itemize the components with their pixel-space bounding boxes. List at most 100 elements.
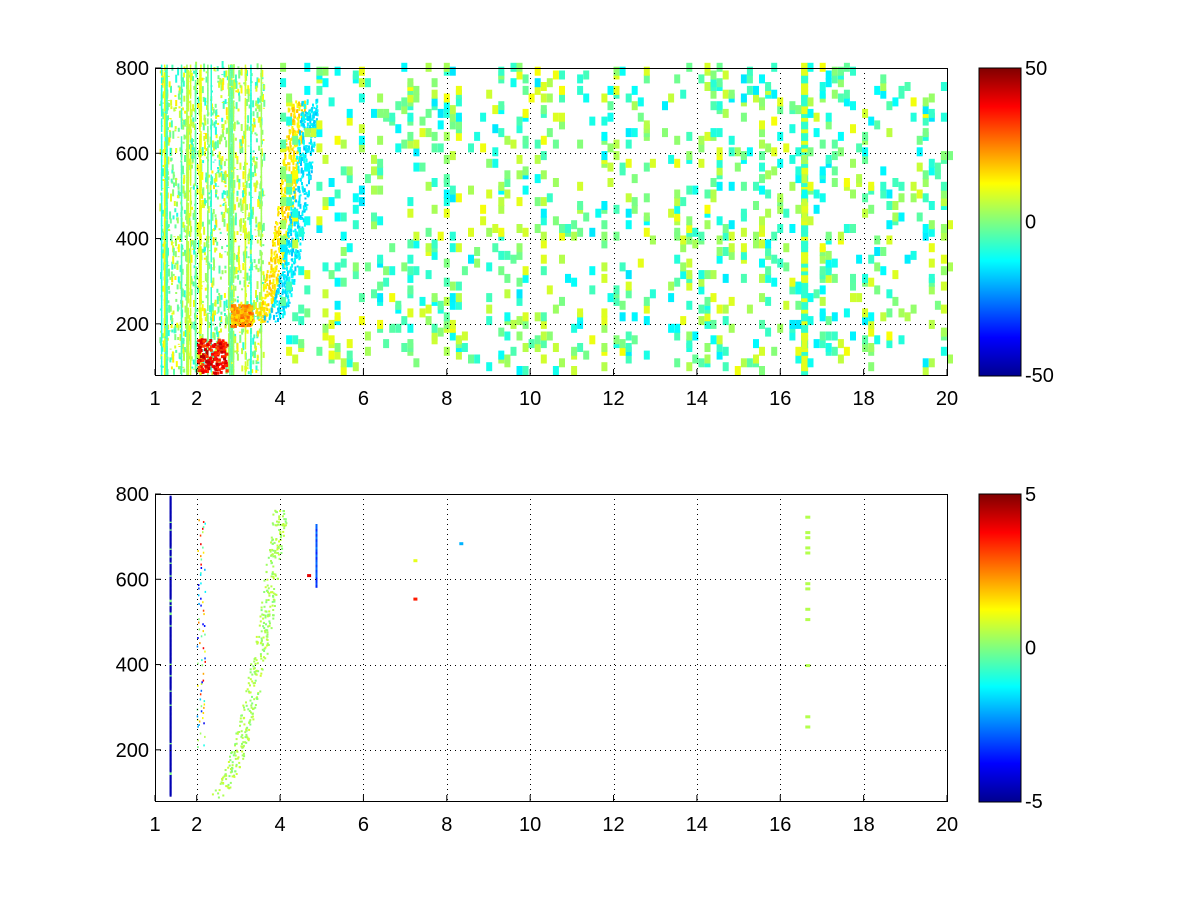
top-heatmap-cell	[212, 209, 215, 214]
top-heatmap-cell	[199, 133, 201, 140]
top-heatmap-cell	[177, 244, 180, 253]
top-heatmap-cell	[200, 79, 202, 86]
top-heatmap-cell	[221, 361, 225, 365]
top-heatmap-cell	[180, 161, 183, 168]
top-heatmap-cell	[175, 292, 178, 294]
top-heatmap-cell	[255, 224, 258, 228]
top-heatmap-cell	[200, 69, 202, 76]
top-heatmap-cell	[289, 243, 292, 248]
top-heatmap-cell	[199, 243, 201, 250]
top-heatmap-cell	[221, 124, 224, 128]
top-heatmap-cell	[407, 323, 414, 333]
top-heatmap-cell	[292, 201, 295, 205]
top-heatmap-cell	[256, 354, 259, 361]
top-heatmap-cell	[346, 339, 353, 349]
top-heatmap-cell	[191, 69, 194, 71]
top-heatmap-cell	[202, 187, 205, 196]
top-heatmap-cell	[371, 185, 377, 195]
top-heatmap-cell	[166, 197, 168, 204]
top-heatmap-cell	[231, 314, 234, 318]
top-heatmap-cell	[278, 238, 281, 244]
top-heatmap-cell	[186, 177, 188, 184]
top-heatmap-cell	[261, 307, 264, 311]
top-heatmap-cell	[161, 79, 164, 88]
top-heatmap-cell	[184, 349, 187, 353]
top-heatmap-cell	[215, 134, 218, 139]
top-heatmap-cell	[187, 207, 189, 214]
top-heatmap-cell	[229, 151, 231, 158]
top-heatmap-cell	[194, 322, 197, 329]
top-heatmap-cell	[250, 292, 252, 299]
top-heatmap-cell	[322, 289, 329, 299]
top-heatmap-cell	[276, 230, 279, 234]
top-heatmap-cell	[280, 258, 283, 263]
top-heatmap-cell	[214, 182, 217, 187]
top-heatmap-cell	[202, 200, 204, 208]
top-heatmap-cell	[241, 348, 244, 355]
top-heatmap-cell	[186, 330, 188, 337]
top-heatmap-cell	[180, 251, 183, 258]
top-heatmap-cell	[286, 291, 289, 295]
top-heatmap-cell	[254, 316, 257, 317]
top-heatmap-cell	[232, 151, 235, 158]
top-heatmap-cell	[228, 236, 230, 242]
top-heatmap-cell	[297, 165, 300, 169]
top-heatmap-cell	[186, 100, 188, 107]
top-heatmap-cell	[193, 183, 196, 187]
top-heatmap-cell	[215, 219, 218, 228]
top-heatmap-cell	[212, 311, 215, 315]
top-heatmap-cell	[244, 333, 247, 340]
top-heatmap-cell	[211, 352, 214, 356]
top-heatmap-cell	[224, 99, 227, 105]
top-heatmap-cell	[164, 228, 167, 235]
top-heatmap-cell	[166, 356, 169, 361]
top-heatmap-cell	[241, 212, 244, 213]
top-heatmap-cell	[173, 264, 176, 269]
top-heatmap-cell	[225, 364, 228, 367]
top-heatmap-cell	[199, 355, 203, 359]
top-heatmap-cell	[245, 180, 248, 188]
top-heatmap-cell	[242, 251, 245, 256]
top-heatmap-cell	[292, 128, 295, 134]
top-heatmap-cell	[229, 333, 231, 340]
top-heatmap-cell	[262, 271, 265, 276]
top-heatmap-cell	[250, 143, 252, 150]
top-heatmap-cell	[245, 232, 248, 239]
top-heatmap-cell	[174, 95, 177, 97]
top-heatmap-cell	[211, 170, 214, 174]
top-heatmap-cell	[231, 230, 233, 237]
top-heatmap-cell	[175, 361, 178, 368]
top-heatmap-cell	[189, 207, 192, 214]
top-heatmap-cell	[231, 212, 233, 219]
top-heatmap-cell	[250, 279, 252, 286]
top-heatmap-cell	[407, 266, 414, 276]
top-heatmap-cell	[253, 334, 256, 339]
top-heatmap-cell	[238, 322, 242, 326]
top-heatmap-cell	[160, 77, 163, 84]
top-heatmap-cell	[281, 180, 284, 184]
top-heatmap-cell	[243, 277, 246, 279]
top-heatmap-cell	[171, 283, 173, 285]
top-heatmap-cell	[210, 287, 212, 294]
top-heatmap-cell	[413, 93, 420, 103]
top-heatmap-cell	[245, 251, 248, 259]
top-heatmap-cell	[187, 241, 189, 248]
top-heatmap-cell	[217, 115, 220, 117]
top-heatmap-cell	[266, 320, 269, 323]
top-heatmap-cell	[295, 100, 298, 104]
top-heatmap-cell	[413, 266, 420, 276]
top-heatmap-cell	[255, 133, 258, 136]
top-heatmap-cell	[206, 104, 208, 110]
top-heatmap-cell	[261, 233, 264, 237]
top-heatmap-cell	[196, 188, 199, 195]
top-heatmap-cell	[237, 122, 240, 125]
top-heatmap-cell	[214, 103, 217, 108]
top-heatmap-cell	[166, 64, 168, 71]
top-heatmap-cell	[255, 310, 258, 313]
top-heatmap-cell	[407, 308, 414, 318]
top-heatmap-cell	[294, 131, 297, 136]
top-heatmap-cell	[259, 258, 262, 260]
top-heatmap-cell	[253, 124, 256, 128]
top-heatmap-cell	[271, 295, 274, 298]
top-heatmap-cell	[292, 160, 295, 166]
